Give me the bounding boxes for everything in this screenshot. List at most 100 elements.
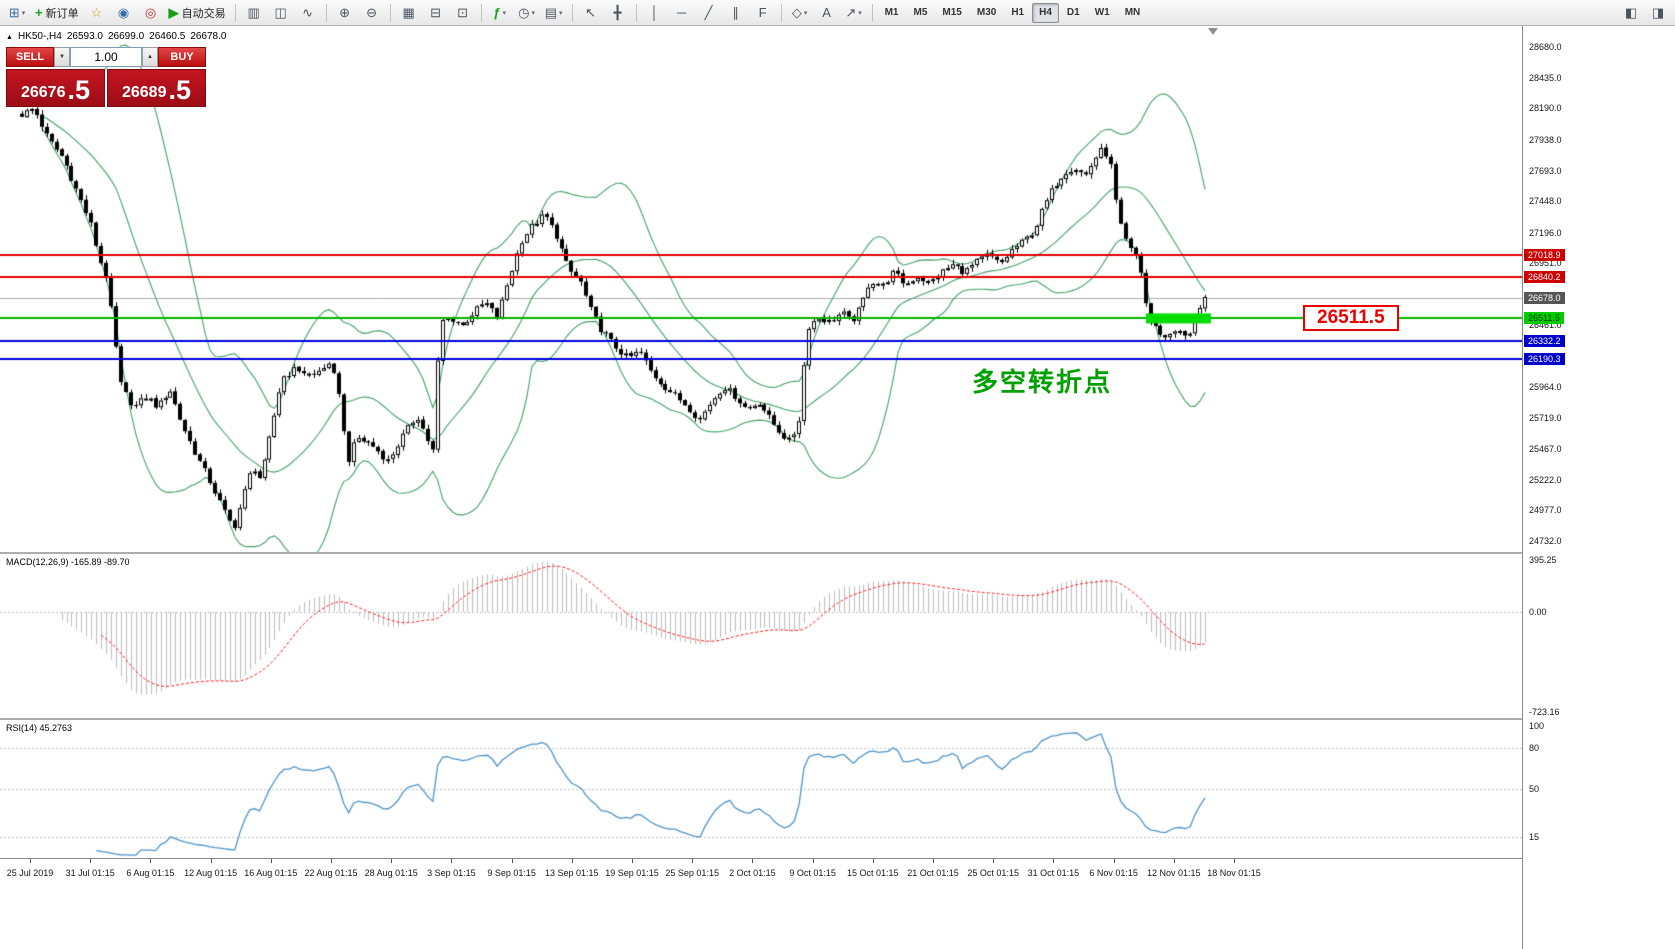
price-scale-label: 27196.0 [1529,227,1562,238]
time-axis-tick [511,859,513,863]
indicators-button[interactable]: ƒ ▾ [487,2,513,24]
timeframe-h1-button[interactable]: H1 [1011,6,1025,18]
collapse-panel-icon[interactable]: ▲ [6,34,13,41]
time-axis-label: 28 Aug 01:15 [364,868,418,878]
time-axis-label: 9 Sep 01:15 [487,868,536,878]
zoom-out-button[interactable]: ⊖ [359,2,385,24]
buy-price-main: 26689 [121,84,167,101]
rsi-canvas[interactable] [0,720,1522,858]
rsi-scale-label: 80 [1529,742,1540,753]
candlestick-chart-icon: ◫ [274,4,287,20]
timeframe-d1-button[interactable]: D1 [1066,6,1080,18]
channel-button[interactable]: ∥ [723,2,749,24]
line-chart-button[interactable]: ∿ [295,2,321,24]
time-axis-tick [451,859,453,863]
macd-rsi-splitter[interactable] [0,718,1675,720]
timeframe-m15-button[interactable]: M15 [942,6,962,18]
buy-price-display[interactable]: 26689 .5 [107,69,206,107]
sell-price-display[interactable]: 26676 .5 [6,69,105,107]
toolbar-separator [480,3,482,22]
favorites-button[interactable]: ☆ [84,2,110,24]
arrows-tool-button[interactable]: ↗ ▾ [841,2,867,24]
crosshair-tool-button[interactable]: ╋ [605,2,631,24]
volume-increase-button[interactable]: ▲ [142,47,158,67]
time-axis-tick [571,859,573,863]
time-axis-label: 13 Sep 01:15 [545,868,599,878]
favorites-icon: ☆ [90,4,103,20]
toolbar-right-button-1[interactable]: ◧ [1618,2,1644,24]
macd-canvas[interactable] [0,554,1522,718]
sell-button[interactable]: SELL [6,47,54,67]
volume-input[interactable]: 1.00 [70,47,142,67]
rsi-scale-label: 50 [1529,784,1540,794]
cascade-windows-button[interactable]: ⊡ [450,2,476,24]
shapes-button[interactable]: ◇ ▾ [787,2,813,24]
zoom-in-button[interactable]: ⊕ [332,2,358,24]
main-chart-canvas[interactable] [0,26,1522,552]
vertical-line-button[interactable]: │ [642,2,668,24]
time-axis[interactable]: 25 Jul 2019 31 Jul 01:15 6 Aug 01:15 12 Aug… [0,859,1522,949]
time-axis-label: 25 Jul 2019 [6,868,54,878]
timeframe-mn-button[interactable]: MN [1124,6,1141,18]
main-macd-splitter[interactable] [0,552,1675,554]
horizontal-line-button[interactable]: ─ [669,2,695,24]
shapes-icon: ◇ [791,4,802,20]
buy-button[interactable]: BUY [158,47,206,67]
bar-chart-button[interactable]: ▥ [241,2,267,24]
time-axis-label: 22 Aug 01:15 [304,868,358,878]
toolbar-right-button-2[interactable]: ◨ [1645,2,1671,24]
periods-button[interactable]: ◷ ▾ [514,2,540,24]
new-order-button[interactable]: + 新订单 [31,2,83,24]
bar-chart-icon: ▥ [247,4,260,20]
time-axis-tick [210,859,212,863]
chart-workspace: ▲ HK50-,H4 26593.0 26699.0 26460.5 26678.0 SE… [0,26,1675,949]
new-chart-button[interactable]: ⊞ ▾ [4,2,30,24]
trendline-button[interactable]: ╱ [696,2,722,24]
arrows-caret: ▾ [858,9,862,17]
cursor-tool-button[interactable]: ↖ [578,2,604,24]
time-axis-border [0,858,1675,859]
timeframe-m1-button[interactable]: M1 [884,6,899,18]
fibonacci-button[interactable]: F [750,2,776,24]
macd-pane: MACD(12,26,9) -165.89 -89.70 [0,554,1522,718]
chart-shift-marker[interactable] [1208,28,1218,35]
tile-windows-button[interactable]: ⊟ [423,2,449,24]
rsi-scale[interactable]: 100 80 50 15 [1523,720,1675,858]
time-axis-label: 12 Aug 01:15 [184,868,238,878]
price-scale-label: 27938.0 [1529,134,1562,145]
data-window-button[interactable]: ▦ [396,2,422,24]
volume-decrease-button[interactable]: ▼ [54,47,70,67]
time-axis-label: 16 Aug 01:15 [244,868,298,878]
price-scale-label: 25467.0 [1529,444,1562,455]
timeframe-m5-button[interactable]: M5 [913,6,928,18]
autotrading-button[interactable]: ▶ 自动交易 [165,2,230,24]
templates-button[interactable]: ▤ ▾ [541,2,567,24]
macd-scale[interactable]: 395.25 0.00 -723.16 [1523,554,1675,718]
timeframe-w1-button[interactable]: W1 [1094,6,1110,18]
rsi-scale-label: 100 [1529,721,1545,731]
ohlc-header: ▲ HK50-,H4 26593.0 26699.0 26460.5 26678.0 [6,31,231,42]
community-button[interactable]: ◎ [138,2,164,24]
time-axis-label: 25 Oct 01:15 [967,868,1019,878]
time-axis-label: 3 Sep 01:15 [427,868,476,878]
price-scale-label: 28435.0 [1529,72,1562,83]
profile-button[interactable]: ◉ [111,2,137,24]
timeframe-h4-button[interactable]: H4 [1032,2,1059,23]
text-tool-button[interactable]: A [814,2,840,24]
cursor-icon: ↖ [585,4,597,20]
text-tool-icon: A [822,5,831,20]
zoom-out-icon: ⊖ [366,4,378,20]
zoom-in-icon: ⊕ [339,4,351,20]
price-scale-column[interactable]: 28680.0 28435.0 28190.0 27938.0 27693.0 27448… [1522,26,1675,949]
toolbar-right-icon-1: ◧ [1624,4,1638,20]
price-tag: 26840.2 [1524,271,1565,284]
templates-icon: ▤ [544,4,557,20]
timeframe-m30-button[interactable]: M30 [976,6,997,18]
data-window-icon: ▦ [402,4,415,20]
close-value: 26678.0 [190,31,227,42]
one-click-trading-panel: SELL ▼ 1.00 ▲ BUY 26676 .5 26689 .5 [6,47,206,107]
main-price-scale[interactable]: 28680.0 28435.0 28190.0 27938.0 27693.0 27448… [1523,26,1675,552]
candlestick-chart-button[interactable]: ◫ [268,2,294,24]
time-axis-tick [1173,859,1175,863]
